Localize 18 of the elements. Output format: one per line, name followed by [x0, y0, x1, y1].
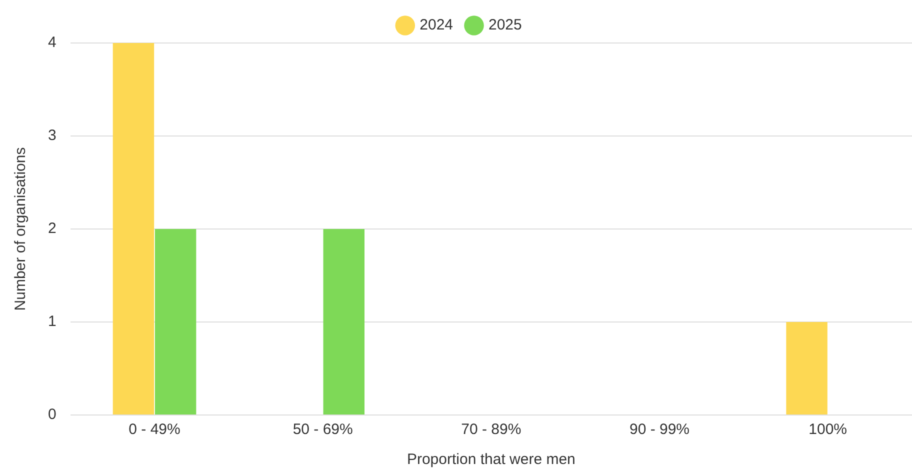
legend-label: 2025 — [488, 16, 522, 34]
bar — [154, 229, 196, 414]
y-tick-label: 2 — [48, 220, 56, 238]
y-tick-label: 0 — [48, 406, 56, 424]
x-tick-label: 100% — [808, 421, 848, 438]
y-tick-label: 3 — [48, 127, 56, 144]
bar — [786, 322, 828, 414]
x-tick-label: 0 - 49% — [128, 421, 180, 438]
y-axis-title: Number of organisations — [12, 147, 30, 311]
y-tick-label: 1 — [48, 313, 56, 330]
x-tick-label: 70 - 89% — [461, 421, 522, 438]
bar — [112, 43, 154, 414]
x-tick-label: 50 - 69% — [292, 421, 353, 438]
bar — [323, 229, 364, 414]
x-tick-label: 90 - 99% — [629, 421, 690, 438]
legend-label: 2024 — [420, 16, 454, 34]
y-tick-label: 4 — [48, 34, 56, 52]
x-axis-title: Proportion that were men — [406, 451, 576, 468]
